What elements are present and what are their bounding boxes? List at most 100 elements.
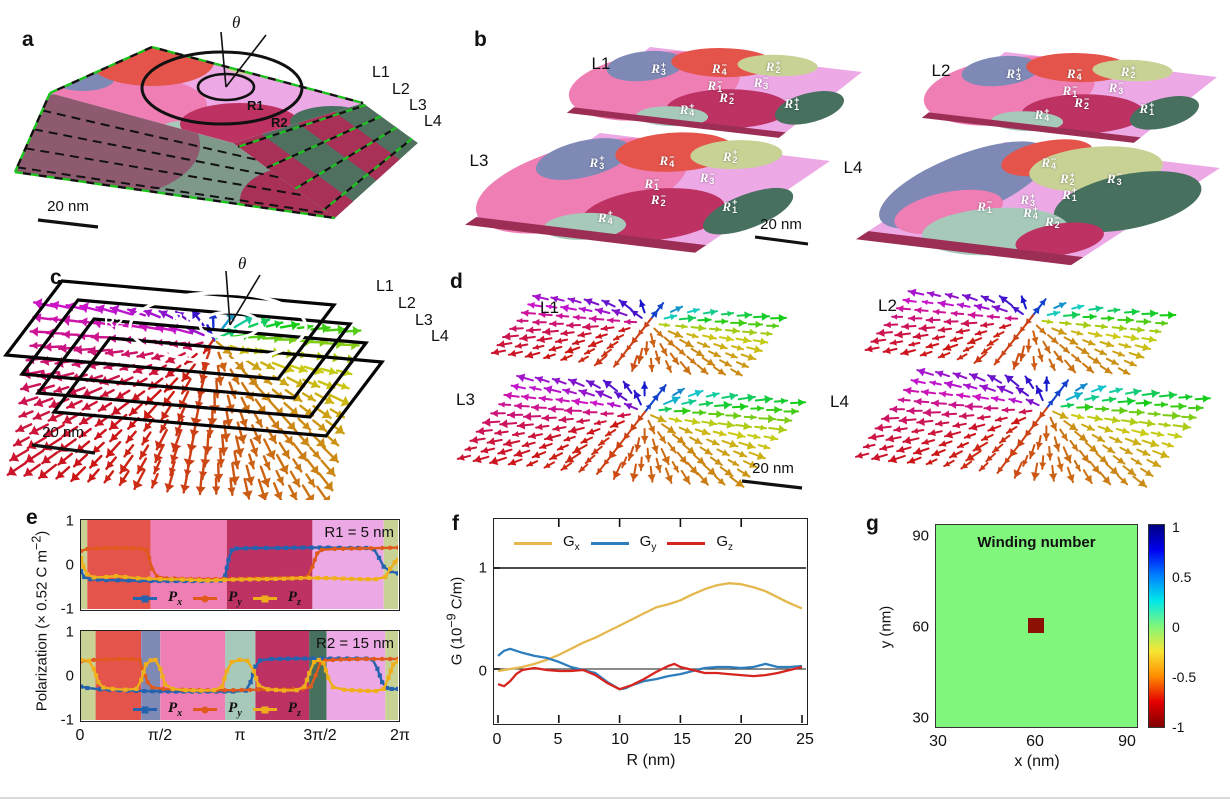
e-xtick-2pi: 2π — [390, 727, 410, 744]
f-ytick-0: 0 — [478, 662, 487, 680]
g-ytick-90: 90 — [912, 527, 929, 545]
e-subplot-R1 — [80, 519, 400, 611]
layer-label-L2: L2 — [398, 295, 416, 312]
layer-label-L1: L1 — [372, 64, 390, 81]
cbar-tick-05: 0.5 — [1172, 569, 1192, 585]
e-xtick-pi: π — [234, 727, 246, 744]
cbar-tick-1: 1 — [1172, 519, 1180, 535]
g-xtick-60: 60 — [1026, 733, 1044, 750]
e1-annotation: R1 = 5 nm — [324, 524, 394, 541]
theta-line-1 — [225, 270, 231, 326]
winding-number-feature — [1028, 617, 1044, 634]
r1-label: R1 — [172, 310, 191, 327]
panel-label-d: d — [450, 270, 463, 293]
f-legend: Gx Gy Gz — [514, 533, 733, 553]
layer-label-L2: L2 — [878, 296, 897, 315]
panel-c-vector-stack: θ R2 R1 L1 L2 L3 L4 20 nm — [2, 255, 449, 500]
f-xtick-5: 5 — [553, 731, 563, 748]
e1-ytick-0: 0 — [65, 556, 74, 574]
layer-label-L3: L3 — [409, 97, 427, 114]
pyramid-right-face — [233, 103, 418, 218]
py-swatch — [193, 706, 218, 713]
scale-bar-d-label: 20 nm — [752, 460, 794, 477]
layer-label-L2: L2 — [392, 81, 410, 98]
slab-name-L3: L3 — [469, 151, 489, 170]
f-xtick-20: 20 — [734, 731, 752, 748]
f-y-axis-label: G (10−9 C/m) — [444, 576, 466, 666]
panel-label-e: e — [26, 506, 38, 529]
layer-label-L3: L3 — [415, 312, 433, 329]
quiver-field-L2 — [864, 288, 1177, 376]
layer-dashes-left — [16, 109, 330, 215]
e1-ytick-1: 1 — [65, 512, 74, 530]
px-label: Px — [168, 589, 183, 608]
pyramid-dashed-edges — [13, 45, 364, 220]
r2-label: R2 — [104, 314, 123, 331]
gy-swatch — [590, 541, 629, 545]
e-subplot-R2 — [80, 630, 400, 722]
gx-swatch — [514, 541, 552, 545]
slab-L2 — [892, 41, 1230, 147]
f-plot-frame — [493, 518, 808, 725]
layer-label-L4: L4 — [431, 328, 449, 345]
e2-legend: Px Py Pz — [133, 700, 301, 719]
theta-line-2 — [229, 274, 261, 326]
layer-label-L4: L4 — [424, 113, 442, 130]
scale-bar-d — [741, 479, 803, 490]
layer-label-L1: L1 — [540, 298, 559, 317]
f-ytick-1: 1 — [478, 559, 487, 577]
g-map-title: Winding number — [977, 534, 1096, 551]
slab-name-L1: L1 — [591, 54, 611, 73]
panel-label-b: b — [474, 28, 487, 51]
colorbar — [1148, 524, 1165, 728]
winding-number-map: Winding number — [935, 524, 1138, 728]
layer-label-L1: L1 — [376, 278, 394, 295]
slab-L4 — [820, 129, 1230, 265]
e1-legend: Px Py Pz — [133, 589, 301, 608]
circle-R2-white — [128, 291, 308, 363]
panel-label-g: g — [866, 512, 879, 535]
slab-L1 — [537, 36, 893, 142]
pz-swatch — [252, 706, 277, 713]
f-xtick-25: 25 — [796, 731, 814, 748]
circle-R2 — [140, 50, 304, 126]
f-x-axis-label: R (nm) — [626, 752, 676, 769]
g-y-axis-label: y (nm) — [877, 605, 895, 649]
scale-bar-b-label: 20 nm — [760, 216, 802, 233]
scale-bar-c-label: 20 nm — [42, 424, 84, 441]
layer-label-L4: L4 — [830, 392, 849, 411]
quiver-field-L3 — [456, 373, 807, 488]
f-xtick-15: 15 — [673, 731, 691, 748]
panel-label-a: a — [22, 28, 34, 51]
e-xtick-3pi2: 3π/2 — [303, 727, 337, 744]
cbar-tick-0: 0 — [1172, 619, 1180, 635]
px-label: Px — [168, 700, 183, 719]
gz-label: Gz — [716, 533, 734, 553]
gz-swatch — [667, 541, 706, 545]
scale-bar-c — [31, 443, 96, 455]
pz-label: Pz — [287, 589, 301, 608]
e2-ytick-m1: -1 — [60, 711, 74, 729]
f-xtick-10: 10 — [611, 731, 629, 748]
g-xtick-90: 90 — [1118, 733, 1136, 750]
bottom-rule — [0, 797, 1230, 799]
py-label: Py — [228, 700, 242, 719]
e2-annotation: R2 = 15 nm — [316, 635, 394, 652]
panel-d-layer-vector-fields: L1 L2 L3 L4 20 nm — [456, 288, 1211, 490]
e-y-axis-label: Polarization (× 0.52 C m−2) — [29, 530, 51, 712]
e-xtick-pi2: π/2 — [147, 727, 173, 744]
e2-ytick-0: 0 — [65, 667, 74, 685]
cbar-tick-m1: -1 — [1172, 719, 1185, 735]
scale-bar-b — [754, 235, 809, 246]
quiver-field-L1 — [490, 293, 787, 377]
g-ytick-60: 60 — [912, 618, 929, 636]
panel-a-domain-pyramid: θ R1 R2 L1 L2 L3 L4 20 nm — [13, 13, 442, 229]
cbar-tick-m05: -0.5 — [1172, 669, 1197, 685]
py-label: Py — [228, 589, 242, 608]
scale-bar-a — [37, 218, 99, 229]
px-swatch — [133, 595, 157, 602]
layer-frames — [2, 279, 386, 438]
f-xtick-0: 0 — [492, 731, 502, 748]
r1-label: R1 — [247, 98, 264, 113]
g-ytick-30: 30 — [912, 709, 929, 727]
